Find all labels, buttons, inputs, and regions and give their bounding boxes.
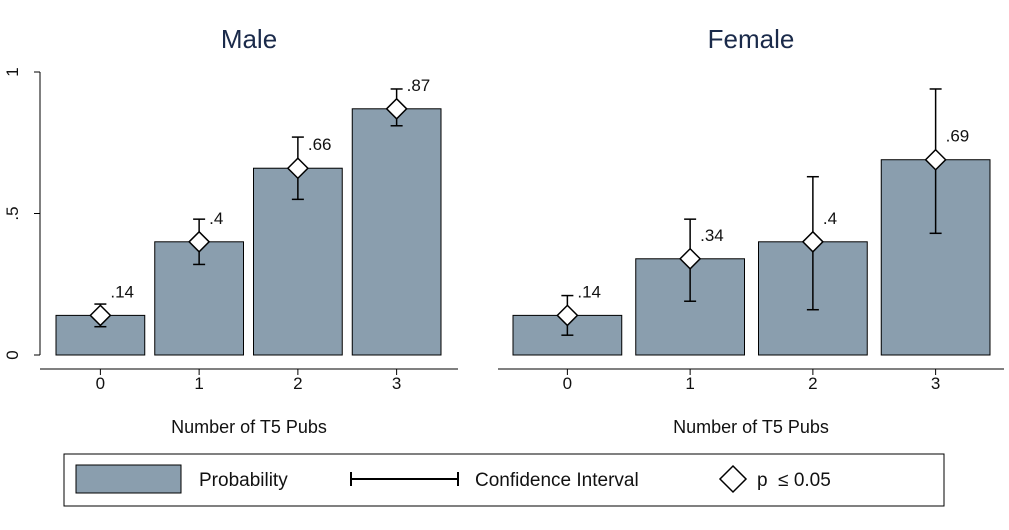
- data-label: .14: [577, 282, 601, 301]
- y-tick-label: 1: [3, 67, 22, 76]
- data-label: .4: [823, 209, 837, 228]
- chart-marks: .14 0 .4 1 .66 2 .87 3 .14 0 .34 1 .4 2 .69 3: [55, 76, 991, 393]
- x-axis-label-female: Number of T5 Pubs: [673, 417, 829, 437]
- data-label: .66: [308, 135, 332, 154]
- legend-label-probability: Probability: [199, 470, 288, 491]
- data-label: .87: [407, 76, 431, 95]
- legend-swatch-diamond: [718, 464, 748, 494]
- bar: [351, 108, 442, 356]
- panel-title-male: Male: [221, 24, 277, 54]
- legend-swatch-ci: [350, 472, 459, 486]
- significance-marker: [188, 230, 211, 253]
- data-label: .69: [946, 127, 970, 146]
- y-axis: 0 .5 1: [3, 67, 41, 360]
- significance-marker: [286, 157, 309, 180]
- legend: Probability Confidence Interval p ≤ 0.05: [63, 453, 945, 507]
- data-label: .4: [209, 209, 223, 228]
- significance-marker: [679, 247, 702, 270]
- x-tick-label: 0: [96, 374, 105, 393]
- data-label: .14: [110, 282, 134, 301]
- x-tick-label: 3: [392, 374, 401, 393]
- legend-swatch-probability: [75, 464, 182, 494]
- significance-marker: [89, 304, 112, 327]
- significance-marker: [556, 304, 579, 327]
- significance-marker: [924, 148, 947, 171]
- legend-label-significance: p ≤ 0.05: [757, 470, 831, 491]
- x-tick-label: 2: [808, 374, 817, 393]
- bar: [635, 258, 745, 356]
- y-tick-label: 0: [3, 350, 22, 359]
- significance-marker: [385, 97, 408, 120]
- x-tick-label: 0: [563, 374, 572, 393]
- y-tick-label: .5: [3, 206, 22, 220]
- x-tick-label: 1: [194, 374, 203, 393]
- significance-marker: [801, 230, 824, 253]
- legend-label-ci: Confidence Interval: [475, 470, 639, 491]
- data-label: .34: [700, 226, 724, 245]
- x-tick-label: 1: [685, 374, 694, 393]
- x-tick-label: 2: [293, 374, 302, 393]
- x-axis-label-male: Number of T5 Pubs: [171, 417, 327, 437]
- x-tick-label: 3: [931, 374, 940, 393]
- panel-title-female: Female: [708, 24, 795, 54]
